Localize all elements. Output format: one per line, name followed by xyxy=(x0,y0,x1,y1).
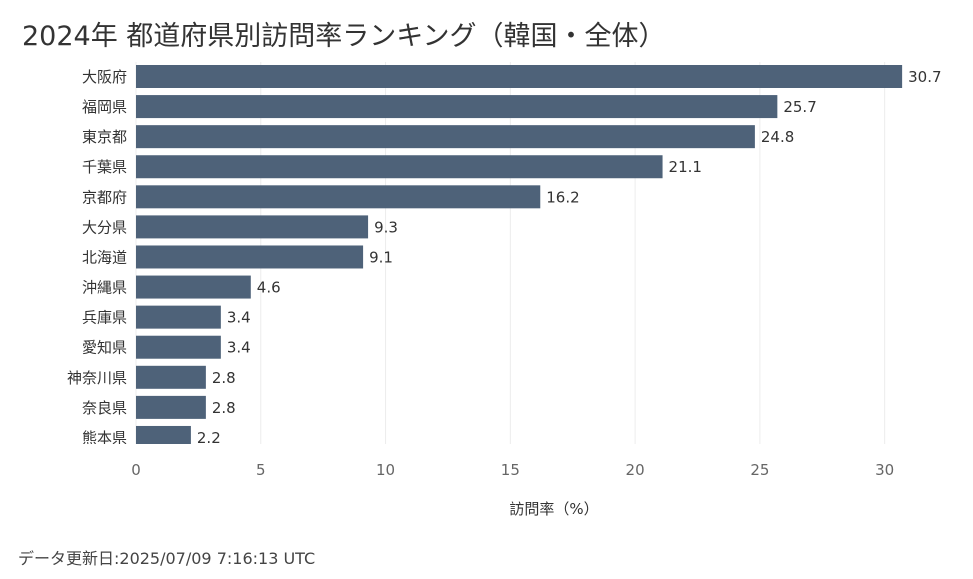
value-label: 9.3 xyxy=(374,218,398,236)
x-tick-label: 20 xyxy=(626,461,645,479)
value-label: 9.1 xyxy=(369,248,393,266)
category-label: 大分県 xyxy=(82,218,127,236)
category-label: 福岡県 xyxy=(82,98,127,116)
x-tick-label: 5 xyxy=(256,461,266,479)
bar xyxy=(136,335,221,359)
value-label: 25.7 xyxy=(783,98,816,116)
bar-chart: 大阪府 30.7 福岡県 25.7 東京都 24.8 千葉県 21.1 京都府 16.2 大分県 9.… xyxy=(67,62,942,518)
value-label: 4.6 xyxy=(257,279,281,297)
value-label: 30.7 xyxy=(908,68,941,86)
category-label: 大阪府 xyxy=(82,68,127,86)
category-label: 神奈川県 xyxy=(67,369,127,387)
category-label: 北海道 xyxy=(82,248,127,266)
x-tick-label: 15 xyxy=(501,461,520,479)
value-label: 24.8 xyxy=(761,128,794,146)
category-label: 愛知県 xyxy=(82,339,127,357)
category-label: 沖縄県 xyxy=(82,279,127,297)
bar xyxy=(136,65,903,88)
chart-title: 2024年 都道府県別訪問率ランキング（韓国・全体） xyxy=(22,21,666,52)
bar xyxy=(136,215,369,239)
x-tick-label: 10 xyxy=(376,461,395,479)
x-tick-label: 30 xyxy=(875,461,894,479)
category-label: 千葉県 xyxy=(82,158,127,176)
value-label: 21.1 xyxy=(669,158,702,176)
value-label: 2.8 xyxy=(212,369,236,387)
bar xyxy=(136,425,191,444)
data-update-timestamp: データ更新日:2025/07/09 7:16:13 UTC xyxy=(18,549,316,568)
value-label: 3.4 xyxy=(227,309,251,327)
x-axis-title: 訪問率（%） xyxy=(509,500,598,518)
x-tick-label: 25 xyxy=(750,461,769,479)
bar xyxy=(136,365,206,389)
category-label: 兵庫県 xyxy=(82,309,127,327)
x-tick-label: 0 xyxy=(131,461,141,479)
plot-area: 大阪府 30.7 福岡県 25.7 東京都 24.8 千葉県 21.1 京都府 16.2 大分県 9.… xyxy=(67,65,942,447)
x-axis-ticks: 0 5 10 15 20 25 30 xyxy=(131,461,894,479)
category-label: 熊本県 xyxy=(82,429,127,447)
category-label: 東京都 xyxy=(82,128,127,146)
bar xyxy=(136,185,541,209)
value-label: 16.2 xyxy=(546,188,579,206)
bar xyxy=(136,395,206,419)
bar xyxy=(136,275,251,299)
category-label: 京都府 xyxy=(82,188,127,206)
bar xyxy=(136,95,778,119)
bar xyxy=(136,155,663,179)
bar xyxy=(136,245,364,269)
category-label: 奈良県 xyxy=(82,399,127,417)
value-label: 2.8 xyxy=(212,399,236,417)
value-label: 2.2 xyxy=(197,429,221,447)
bar xyxy=(136,305,221,329)
bar xyxy=(136,125,755,149)
value-label: 3.4 xyxy=(227,339,251,357)
